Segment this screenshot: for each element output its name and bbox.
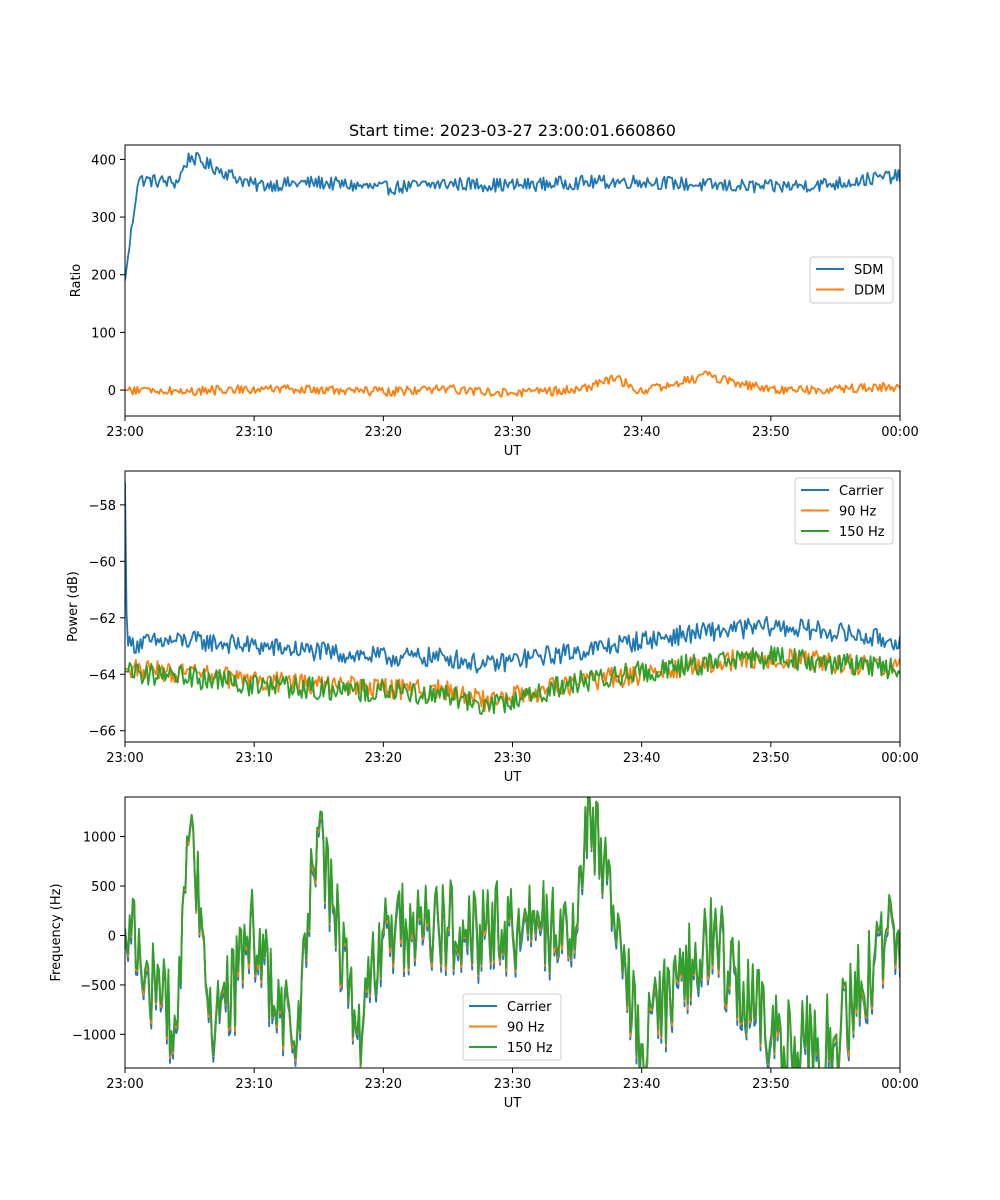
x-tick-label: 23:30 [494, 751, 531, 766]
x-tick-label: 23:20 [365, 1077, 402, 1092]
y-tick-label: 0 [108, 929, 116, 944]
x-tick-label: 23:50 [752, 751, 789, 766]
x-tick-label: 23:50 [752, 425, 789, 440]
y-tick-label: 300 [91, 211, 116, 226]
y-axis-label: Ratio [69, 264, 84, 297]
y-axis-label: Frequency (Hz) [49, 883, 64, 981]
series-line-90-hz [125, 648, 900, 713]
y-tick-label: 400 [91, 153, 116, 168]
legend-label: Carrier [507, 1000, 552, 1015]
x-tick-label: 23:40 [623, 751, 660, 766]
x-tick-label: 23:10 [235, 1077, 272, 1092]
series-line-150-hz [125, 797, 900, 1068]
y-tick-label: −64 [89, 668, 116, 683]
y-tick-label: −60 [89, 555, 116, 570]
y-tick-label: 500 [91, 880, 116, 895]
chart-panel-1: 23:00 23:10 23:20 23:30 23:40 23:50 00:00 0 100 2… [69, 121, 919, 459]
chart-title: Start time: 2023-03-27 23:00:01.660860 [349, 121, 676, 140]
y-tick-label: 1000 [83, 831, 116, 846]
y-tick-label: −500 [80, 979, 116, 994]
x-tick-label: 00:00 [881, 751, 918, 766]
y-axis-label: Power (dB) [66, 571, 81, 642]
series-line-ddm [125, 370, 900, 398]
x-tick-label: 00:00 [881, 425, 918, 440]
y-tick-label: −66 [89, 725, 116, 740]
legend-label: 150 Hz [507, 1041, 553, 1056]
legend-label: 150 Hz [839, 525, 885, 540]
x-tick-label: 23:20 [365, 751, 402, 766]
legend-label: SDM [854, 263, 883, 278]
y-tick-label: 200 [91, 269, 116, 284]
x-axis-label: UT [504, 444, 522, 459]
y-tick-label: −62 [89, 612, 116, 627]
legend-label: 90 Hz [507, 1021, 544, 1036]
chart-panel-3: 23:00 23:10 23:20 23:30 23:40 23:50 00:00 −1000… [49, 796, 919, 1111]
x-tick-label: 23:30 [494, 425, 531, 440]
x-tick-label: 23:40 [623, 1077, 660, 1092]
x-tick-label: 00:00 [881, 1077, 918, 1092]
legend-box [794, 477, 894, 545]
x-tick-label: 23:00 [106, 1077, 143, 1092]
x-axis-label: UT [504, 770, 522, 785]
x-tick-label: 23:20 [365, 425, 402, 440]
y-tick-label: 100 [91, 326, 116, 341]
x-tick-label: 23:00 [106, 751, 143, 766]
chart-panel-2: 23:00 23:10 23:20 23:30 23:40 23:50 00:00 −66 −6… [66, 470, 919, 785]
legend-label: 90 Hz [839, 505, 876, 520]
series-line-sdm [125, 151, 900, 281]
x-tick-label: 23:40 [623, 425, 660, 440]
series-line-carrier [125, 482, 900, 674]
x-axis-label: UT [504, 1096, 522, 1111]
legend: Carrier 90 Hz 150 Hz [794, 477, 894, 545]
legend-label: DDM [854, 284, 885, 299]
y-tick-label: 0 [108, 384, 116, 399]
legend: SDM DDM [809, 256, 894, 304]
series-line-150-hz [125, 645, 900, 716]
x-tick-label: 23:50 [752, 1077, 789, 1092]
y-tick-label: −58 [89, 499, 116, 514]
legend-box [462, 993, 562, 1061]
x-tick-label: 23:00 [106, 425, 143, 440]
legend: Carrier 90 Hz 150 Hz [462, 993, 562, 1061]
x-tick-label: 23:10 [235, 425, 272, 440]
x-tick-label: 23:30 [494, 1077, 531, 1092]
y-tick-label: −1000 [72, 1028, 116, 1043]
legend-label: Carrier [839, 484, 884, 499]
x-tick-label: 23:10 [235, 751, 272, 766]
